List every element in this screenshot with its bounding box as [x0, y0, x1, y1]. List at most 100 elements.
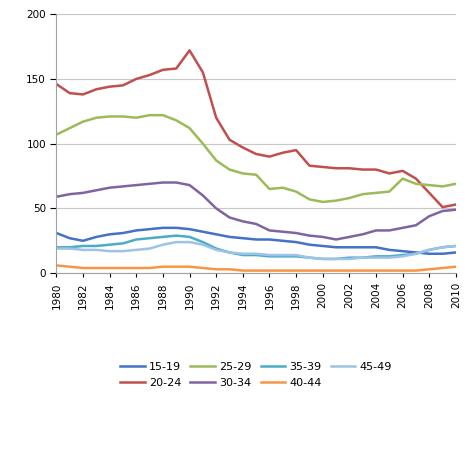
Line: 25-29: 25-29 — [56, 115, 456, 202]
40-44 — [360, 268, 366, 274]
20-24 — [200, 70, 206, 75]
35-39 — [94, 243, 99, 249]
30-34 — [173, 179, 179, 185]
15-19 — [253, 237, 259, 243]
40-44 — [227, 267, 232, 272]
20-24 — [293, 147, 299, 153]
30-34 — [400, 225, 406, 231]
40-44 — [426, 267, 432, 272]
30-34 — [94, 187, 99, 193]
Line: 30-34: 30-34 — [56, 182, 456, 240]
15-19 — [426, 251, 432, 257]
20-24 — [266, 154, 272, 159]
40-44 — [213, 267, 219, 272]
35-39 — [54, 244, 59, 250]
30-34 — [227, 215, 232, 220]
45-49 — [333, 256, 339, 262]
30-34 — [333, 237, 339, 243]
45-49 — [346, 256, 352, 262]
35-39 — [440, 244, 446, 250]
20-24 — [453, 202, 459, 207]
25-29 — [213, 158, 219, 163]
30-34 — [133, 182, 139, 188]
20-24 — [306, 163, 312, 169]
35-39 — [413, 251, 419, 257]
25-29 — [400, 176, 406, 181]
25-29 — [266, 186, 272, 192]
20-24 — [94, 87, 99, 92]
35-39 — [333, 256, 339, 262]
15-19 — [333, 244, 339, 250]
40-44 — [453, 264, 459, 269]
15-19 — [360, 244, 366, 250]
15-19 — [280, 238, 286, 244]
45-49 — [133, 247, 139, 253]
25-29 — [133, 115, 139, 121]
25-29 — [67, 125, 72, 131]
15-19 — [293, 239, 299, 245]
20-24 — [426, 190, 432, 196]
15-19 — [346, 244, 352, 250]
Legend: 15-19, 20-24, 25-29, 30-34, 35-39, 40-44, 45-49: 15-19, 20-24, 25-29, 30-34, 35-39, 40-44… — [115, 357, 398, 393]
25-29 — [346, 195, 352, 201]
40-44 — [346, 268, 352, 274]
15-19 — [306, 242, 312, 248]
40-44 — [160, 264, 166, 269]
20-24 — [227, 137, 232, 143]
45-49 — [360, 255, 366, 260]
20-24 — [120, 82, 126, 88]
45-49 — [306, 255, 312, 260]
30-34 — [360, 232, 366, 237]
35-39 — [67, 244, 72, 250]
40-44 — [187, 264, 192, 269]
15-19 — [200, 229, 206, 235]
40-44 — [306, 268, 312, 274]
40-44 — [147, 265, 152, 271]
20-24 — [213, 115, 219, 121]
40-44 — [120, 265, 126, 271]
35-39 — [400, 252, 406, 258]
40-44 — [200, 265, 206, 271]
25-29 — [293, 189, 299, 195]
35-39 — [200, 239, 206, 245]
40-44 — [333, 268, 339, 274]
35-39 — [227, 250, 232, 255]
30-34 — [160, 179, 166, 185]
30-34 — [240, 219, 246, 224]
45-49 — [173, 239, 179, 245]
30-34 — [426, 213, 432, 219]
35-39 — [373, 253, 379, 259]
20-24 — [107, 84, 112, 89]
25-29 — [413, 181, 419, 187]
45-49 — [107, 248, 112, 254]
30-34 — [373, 227, 379, 233]
45-49 — [160, 242, 166, 248]
35-39 — [253, 252, 259, 258]
35-39 — [306, 255, 312, 260]
30-34 — [200, 193, 206, 198]
40-44 — [54, 263, 59, 268]
25-29 — [160, 112, 166, 118]
45-49 — [453, 243, 459, 249]
20-24 — [360, 167, 366, 172]
35-39 — [80, 243, 86, 249]
35-39 — [120, 241, 126, 246]
25-29 — [227, 167, 232, 172]
30-34 — [306, 233, 312, 238]
40-44 — [320, 268, 326, 274]
35-39 — [187, 234, 192, 240]
40-44 — [413, 268, 419, 274]
30-34 — [54, 194, 59, 200]
25-29 — [386, 189, 392, 195]
25-29 — [453, 181, 459, 187]
35-39 — [173, 233, 179, 238]
20-24 — [160, 67, 166, 73]
20-24 — [333, 165, 339, 171]
20-24 — [133, 76, 139, 81]
25-29 — [187, 125, 192, 131]
45-49 — [227, 250, 232, 255]
20-24 — [386, 171, 392, 176]
30-34 — [413, 222, 419, 228]
15-19 — [160, 225, 166, 231]
40-44 — [293, 268, 299, 274]
